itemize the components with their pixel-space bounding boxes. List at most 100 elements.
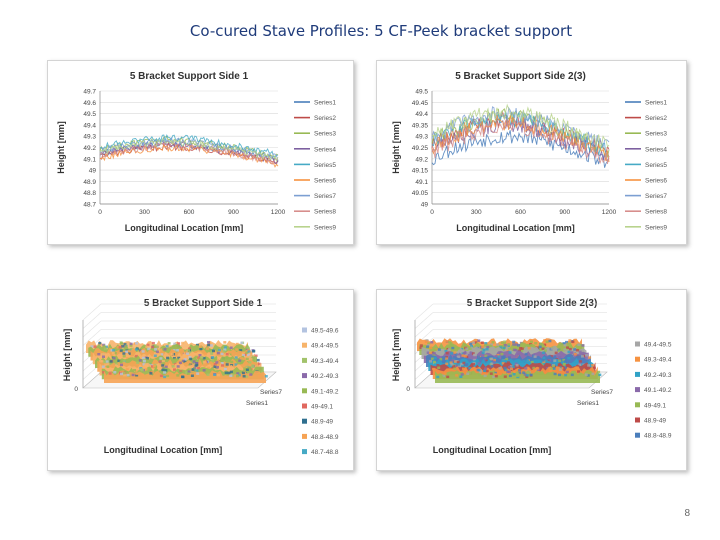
surface-cell xyxy=(185,371,189,374)
surface-cell xyxy=(539,372,543,375)
surface-cell xyxy=(220,364,224,367)
surface-cell xyxy=(245,351,249,354)
surface-cell xyxy=(127,352,131,355)
legend-swatch xyxy=(635,402,640,408)
chart-title: 5 Bracket Support Side 2(3) xyxy=(467,298,598,309)
surface-cell xyxy=(529,373,533,377)
surface-cell xyxy=(249,373,253,376)
gridline xyxy=(82,329,102,346)
surface-cell xyxy=(142,360,146,363)
surface-cell xyxy=(451,359,455,362)
surface-cell xyxy=(173,342,177,346)
surface-cell xyxy=(506,370,510,373)
legend-label: 49.2-49.3 xyxy=(311,373,339,380)
surface-cell xyxy=(558,349,561,352)
surface-cell xyxy=(532,366,536,370)
surface-cell xyxy=(463,355,467,358)
surface-cell xyxy=(578,372,582,376)
surface-cell xyxy=(239,349,243,352)
surface-cell xyxy=(493,358,496,362)
chart-title: 5 Bracket Support Side 1 xyxy=(130,71,249,82)
surface-cell xyxy=(485,369,489,373)
y-tick-label: 49.7 xyxy=(83,89,96,96)
surface-cell xyxy=(206,373,210,376)
surface-cell xyxy=(158,360,162,363)
x-tick-label: 0 xyxy=(98,209,102,216)
surface-cell xyxy=(427,342,431,345)
surface-cell xyxy=(451,346,455,350)
surface-cell xyxy=(181,341,185,345)
y-axis-label: Height [mm] xyxy=(391,121,401,174)
surface-cell xyxy=(457,363,460,366)
x-tick-label: 600 xyxy=(515,209,526,216)
surface-cell xyxy=(179,370,183,373)
surface-cell xyxy=(136,361,140,364)
surface-cell xyxy=(430,341,434,344)
surface-cell xyxy=(566,346,569,349)
surface-cell xyxy=(584,373,588,376)
surface-cell xyxy=(553,359,557,362)
surface-cell xyxy=(239,361,243,365)
y-axis-label: Height [mm] xyxy=(391,329,401,382)
surface-cell xyxy=(514,343,518,346)
y-axis-label: Height [mm] xyxy=(62,329,72,382)
surface-cell xyxy=(453,356,457,359)
surface-cell xyxy=(155,345,159,348)
surface-cell xyxy=(512,373,516,376)
surface-cell xyxy=(213,373,217,376)
depth-label: Series1 xyxy=(246,400,268,407)
surface-cell xyxy=(126,373,130,377)
legend-label: Series4 xyxy=(314,146,336,153)
legend-label: Series7 xyxy=(314,193,336,200)
surface-cell xyxy=(453,367,457,370)
surface-cell xyxy=(503,375,507,378)
surface-cell xyxy=(213,365,217,368)
series-line-series7 xyxy=(431,106,610,148)
surface-cell xyxy=(224,346,227,349)
surface-cell xyxy=(141,373,145,376)
chart-side1-line: 5 Bracket Support Side 1 Height [mm] Longi… xyxy=(56,71,336,233)
surface-cell xyxy=(573,348,577,351)
surface-cell xyxy=(494,374,498,378)
surface-cell xyxy=(119,347,123,350)
surface-cell xyxy=(437,366,441,369)
surface-cell xyxy=(199,347,203,351)
legend-label: Series8 xyxy=(645,209,667,216)
surface-cell xyxy=(235,342,239,346)
surface-cell xyxy=(195,362,199,365)
surface-cell xyxy=(149,372,153,375)
surface-cell xyxy=(161,360,165,363)
surface-cell xyxy=(445,352,449,355)
surface-cell xyxy=(109,360,113,363)
surface-cell xyxy=(121,345,125,348)
surface-cell xyxy=(188,347,191,350)
surface-cell xyxy=(486,345,490,349)
surface-cell xyxy=(449,342,453,345)
surface-cell xyxy=(442,360,445,364)
surface-cell xyxy=(522,359,526,363)
surface-cell xyxy=(471,352,475,355)
surface-cell xyxy=(212,349,215,353)
surface-cell xyxy=(419,346,423,349)
series-line-series9 xyxy=(431,103,610,148)
surface-cell xyxy=(198,354,202,357)
surface-cell xyxy=(542,356,546,360)
surface-cell xyxy=(93,345,97,348)
surface-cell xyxy=(182,353,186,357)
surface-cell xyxy=(164,365,168,369)
legend-label: Series8 xyxy=(314,209,336,216)
surface-cell xyxy=(154,348,158,351)
surface-cell xyxy=(98,359,102,363)
surface-cell xyxy=(554,351,558,355)
y-tick-label: 49.5 xyxy=(415,89,428,96)
surface-cell xyxy=(186,349,190,352)
surface-cell xyxy=(511,365,515,368)
surface-strip xyxy=(104,370,266,383)
surface-cell xyxy=(492,370,496,373)
legend-label: 48.9-49 xyxy=(311,419,333,426)
surface-cell xyxy=(176,374,180,377)
surface-cell xyxy=(573,353,577,356)
legend-label: Series2 xyxy=(645,115,667,122)
surface-cell xyxy=(161,368,165,372)
legend-label: Series5 xyxy=(314,162,336,169)
